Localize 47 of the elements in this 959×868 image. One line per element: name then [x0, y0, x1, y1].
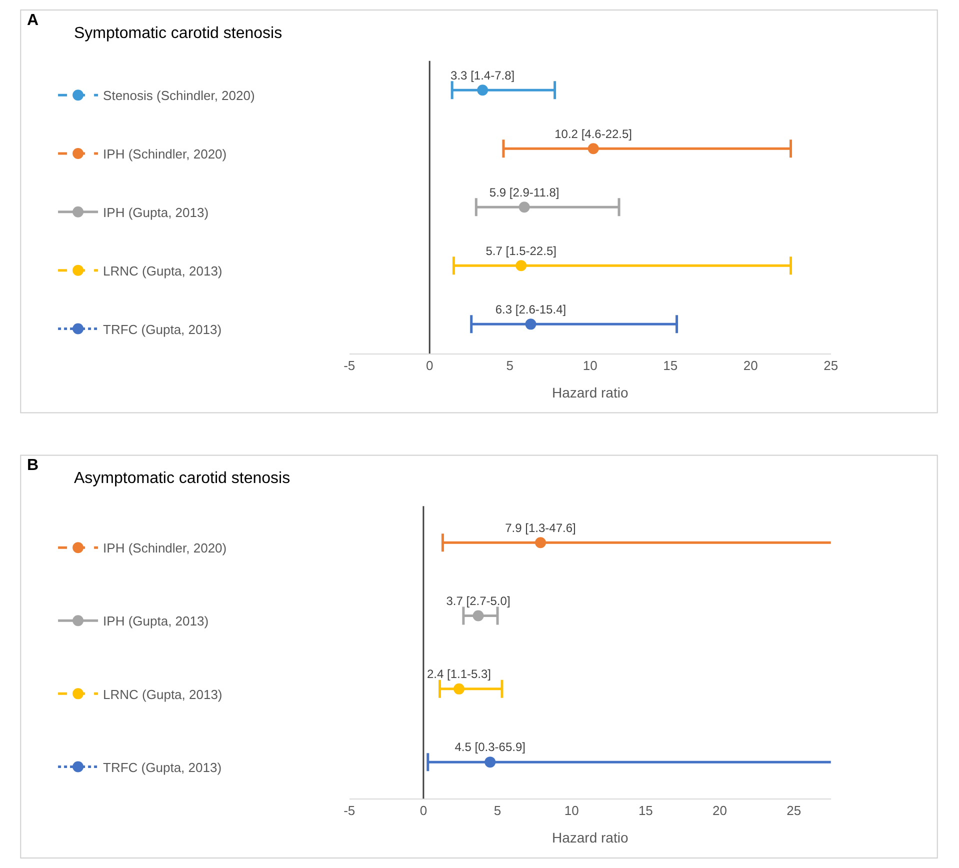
legend-label: TRFC (Gupta, 2013) — [103, 760, 222, 775]
legend-label: IPH (Gupta, 2013) — [103, 204, 209, 220]
data-label: 5.7 [1.5-22.5] — [486, 244, 556, 258]
point — [477, 84, 488, 96]
text: A — [27, 12, 39, 29]
legend-label: IPH (Schindler, 2020) — [103, 540, 227, 556]
x-tick-label: 15 — [663, 358, 678, 374]
data-label: 5.9 [2.9-11.8] — [489, 185, 560, 200]
x-tick-label: 10 — [564, 803, 579, 818]
x-tick-label: 0 — [426, 358, 434, 374]
data-label: 6.3 [2.6-15.4] — [495, 302, 566, 316]
text: B — [27, 457, 39, 474]
legend-label: IPH (Gupta, 2013) — [103, 614, 209, 629]
x-tick-label: 0 — [420, 803, 428, 818]
legend-label: Stenosis (Schindler, 2020) — [103, 88, 255, 104]
data-label: 3.7 [2.7-5.0] — [446, 594, 510, 608]
point — [516, 260, 527, 272]
point — [454, 683, 464, 694]
legend-label: LRNC (Gupta, 2013) — [103, 686, 222, 702]
legend-label: LRNC (Gupta, 2013) — [103, 263, 222, 278]
x-tick-label: -5 — [344, 358, 356, 374]
data-label: 4.5 [0.3-65.9] — [454, 740, 526, 754]
x-tick-label: 20 — [712, 803, 727, 818]
x-tick-label: -5 — [344, 803, 356, 818]
data-label: 3.3 [1.4-7.8] — [450, 68, 515, 82]
data-label: 10.2 [4.6-22.5] — [554, 126, 632, 141]
text: Symptomatic carotid stenosis — [74, 25, 282, 42]
x-axis-title: Hazard ratio — [552, 384, 628, 400]
point — [534, 537, 546, 548]
x-tick-label: 5 — [494, 803, 502, 818]
data-label: 7.9 [1.3-47.6] — [505, 520, 576, 535]
legend-label: IPH (Schindler, 2020) — [103, 146, 227, 162]
x-axis-title: Hazard ratio — [552, 830, 628, 846]
text: Asymptomatic carotid stenosis — [74, 470, 290, 487]
x-tick-label: 15 — [638, 803, 653, 818]
point — [588, 143, 599, 154]
point — [525, 318, 536, 330]
point — [484, 756, 496, 768]
x-tick-label: 10 — [582, 358, 598, 374]
x-tick-label: 5 — [506, 358, 514, 374]
point — [472, 610, 484, 622]
data-label: 2.4 [1.1-5.3] — [426, 667, 492, 682]
x-tick-label: 25 — [824, 358, 838, 374]
x-tick-label: 25 — [786, 803, 802, 818]
point — [518, 202, 530, 213]
legend-label: TRFC (Gupta, 2013) — [103, 322, 222, 337]
x-tick-label: 20 — [743, 358, 758, 374]
